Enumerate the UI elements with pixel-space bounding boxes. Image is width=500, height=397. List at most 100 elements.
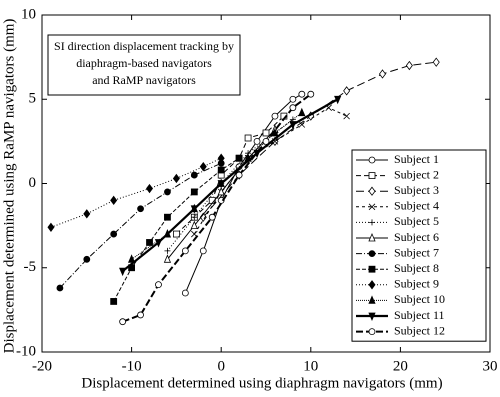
marker bbox=[262, 129, 270, 137]
marker bbox=[368, 295, 376, 304]
marker bbox=[155, 281, 162, 289]
marker bbox=[110, 195, 118, 206]
x-tick-label: 0 bbox=[217, 358, 225, 374]
y-tick-label: 5 bbox=[29, 91, 37, 107]
marker bbox=[137, 311, 144, 319]
marker bbox=[181, 247, 189, 255]
marker bbox=[119, 318, 127, 326]
legend-label: Subject 8 bbox=[394, 261, 439, 275]
y-tick-label: 0 bbox=[29, 175, 37, 191]
marker bbox=[56, 284, 64, 292]
marker bbox=[378, 69, 386, 79]
marker bbox=[217, 166, 225, 174]
marker bbox=[146, 239, 153, 246]
marker bbox=[172, 230, 180, 238]
legend-label: Subject 4 bbox=[394, 199, 439, 213]
x-tick-label: 20 bbox=[393, 358, 408, 374]
marker bbox=[127, 254, 136, 263]
marker bbox=[199, 161, 207, 172]
marker bbox=[368, 172, 376, 180]
marker bbox=[190, 188, 198, 196]
y-axis-label: Displacement determined using RaMP navig… bbox=[1, 19, 17, 354]
marker bbox=[235, 154, 243, 162]
legend-label: Subject 3 bbox=[394, 183, 439, 197]
x-tick-label: -20 bbox=[32, 358, 52, 374]
marker bbox=[217, 186, 225, 196]
marker bbox=[369, 219, 375, 226]
marker bbox=[253, 137, 261, 145]
y-tick-label: -5 bbox=[24, 259, 37, 275]
x-axis-label: Displacement determined using diaphragm … bbox=[81, 375, 442, 391]
marker bbox=[368, 328, 376, 336]
legend-label: Subject 2 bbox=[394, 167, 439, 181]
x-tick-label: 10 bbox=[303, 358, 318, 374]
chart-title: diaphragm-based navigators bbox=[76, 56, 212, 70]
marker bbox=[190, 220, 198, 230]
x-tick-label: 30 bbox=[483, 358, 498, 374]
marker bbox=[164, 247, 171, 254]
marker bbox=[298, 90, 306, 98]
marker bbox=[190, 205, 198, 214]
legend-label: Subject 6 bbox=[394, 230, 439, 244]
legend-label: Subject 10 bbox=[394, 292, 445, 306]
marker bbox=[289, 95, 297, 103]
marker bbox=[110, 230, 118, 238]
marker bbox=[208, 213, 216, 221]
marker bbox=[405, 60, 413, 71]
marker bbox=[289, 104, 297, 112]
chart-title: SI direction displacement tracking by bbox=[54, 39, 234, 53]
marker bbox=[368, 156, 376, 164]
marker bbox=[217, 180, 225, 189]
y-tick-label: 10 bbox=[21, 6, 36, 22]
legend-label: Subject 5 bbox=[394, 214, 439, 228]
marker bbox=[307, 90, 315, 98]
marker bbox=[334, 95, 342, 105]
marker bbox=[368, 280, 376, 290]
x-tick-label: -10 bbox=[122, 358, 142, 374]
marker bbox=[217, 196, 225, 204]
marker bbox=[164, 188, 171, 196]
marker bbox=[181, 289, 189, 297]
marker bbox=[146, 183, 154, 194]
marker bbox=[368, 312, 376, 322]
marker bbox=[289, 121, 297, 130]
marker bbox=[298, 121, 306, 128]
series-line bbox=[184, 93, 303, 294]
legend-label: Subject 9 bbox=[394, 277, 439, 291]
legend-label: Subject 7 bbox=[394, 245, 439, 259]
marker bbox=[298, 107, 306, 117]
series-line bbox=[193, 107, 347, 235]
marker bbox=[83, 255, 91, 263]
marker bbox=[235, 171, 243, 179]
series-line bbox=[59, 162, 222, 289]
marker bbox=[244, 134, 252, 142]
marker bbox=[217, 153, 225, 163]
marker bbox=[343, 86, 351, 96]
legend-box bbox=[351, 149, 487, 342]
marker bbox=[137, 205, 144, 213]
marker bbox=[83, 209, 91, 219]
marker bbox=[47, 222, 55, 232]
marker bbox=[343, 112, 350, 120]
marker bbox=[368, 250, 376, 258]
marker bbox=[368, 186, 376, 196]
marker bbox=[368, 265, 376, 273]
chart-title: and RaMP navigators bbox=[92, 73, 196, 87]
marker bbox=[164, 213, 171, 221]
marker bbox=[163, 254, 172, 263]
marker bbox=[271, 112, 279, 120]
legend-label: Subject 11 bbox=[394, 308, 445, 322]
marker bbox=[154, 239, 163, 248]
series-line bbox=[122, 93, 312, 323]
marker bbox=[119, 267, 127, 277]
marker bbox=[172, 173, 180, 184]
marker bbox=[110, 298, 118, 305]
marker bbox=[432, 57, 440, 67]
legend-label: Subject 12 bbox=[394, 323, 445, 337]
marker bbox=[190, 171, 198, 179]
legend-label: Subject 1 bbox=[394, 152, 439, 166]
marker bbox=[262, 137, 270, 145]
marker bbox=[199, 247, 207, 255]
marker bbox=[368, 203, 376, 211]
